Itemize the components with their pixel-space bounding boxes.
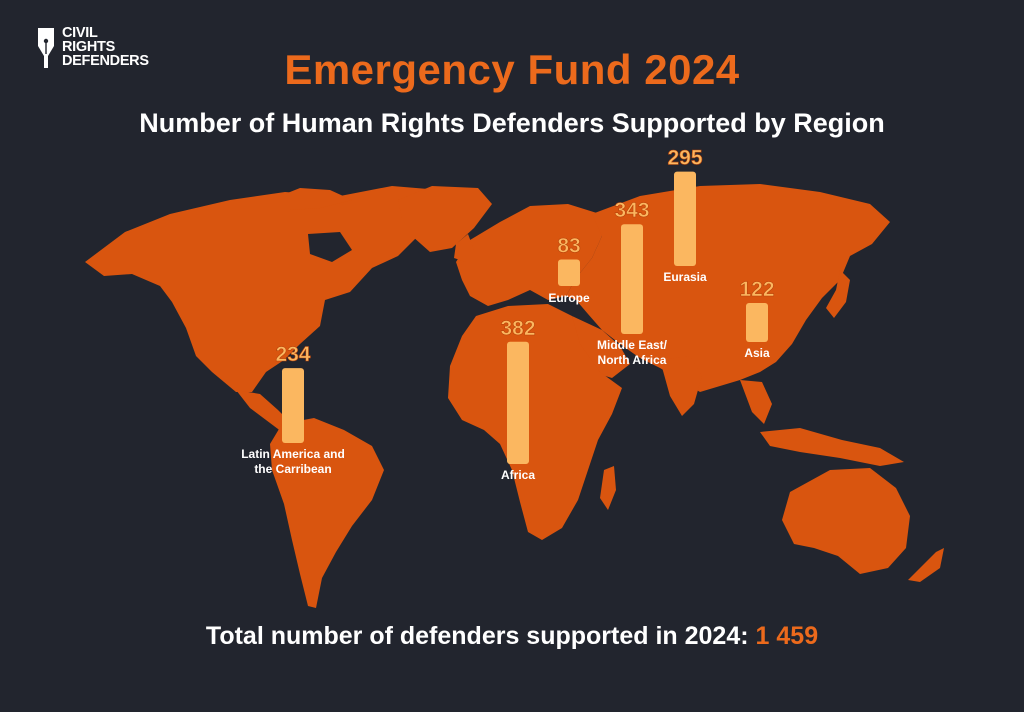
australia-shape	[782, 468, 910, 574]
chart-subtitle: Number of Human Rights Defenders Support…	[139, 108, 885, 138]
category-label: Middle East/North Africa	[597, 338, 668, 367]
value-label: 343	[614, 199, 649, 222]
region-bar-group: 382 Africa	[500, 316, 536, 482]
region-bar-group: 122 Asia	[739, 278, 775, 360]
total-label: Total number of defenders supported in 2…	[205, 622, 749, 650]
region-bar	[674, 171, 696, 266]
se-asia-shape	[740, 380, 772, 424]
total-line: Total number of defenders supported in 2…	[0, 622, 1024, 651]
north-america-shape	[85, 186, 470, 392]
logo-line-3: DEFENDERS	[62, 53, 149, 69]
region-bar-group: 295 Eurasia	[663, 146, 707, 284]
category-label: Eurasia	[663, 270, 707, 284]
value-label: 83	[557, 234, 580, 257]
region-bar	[507, 341, 529, 464]
madagascar-shape	[600, 466, 616, 510]
value-label: 122	[739, 278, 774, 301]
world-map	[85, 184, 944, 608]
logo: CIVIL RIGHTS DEFENDERS	[36, 26, 149, 70]
region-bar-group: 83 Europe	[548, 234, 590, 305]
logo-line-1: CIVIL	[62, 25, 98, 41]
new-zealand-shape	[908, 548, 944, 582]
total-value: 1 459	[755, 622, 819, 650]
africa-shape	[448, 304, 622, 540]
category-label: Asia	[744, 346, 770, 360]
central-america-shape	[236, 390, 292, 432]
region-bar	[746, 302, 768, 342]
uk-shape	[454, 234, 474, 262]
category-label: Europe	[548, 291, 590, 305]
value-label: 382	[500, 317, 535, 340]
asia-shape	[566, 184, 890, 392]
value-label: 295	[667, 147, 702, 170]
region-bar	[621, 224, 643, 334]
south-america-shape	[270, 418, 384, 608]
indonesia-shape	[760, 428, 904, 466]
page-title: Emergency Fund 2024	[284, 46, 740, 93]
region-bar-group: 234 Latin America and the Carribean	[241, 343, 345, 476]
logo-line-2: RIGHTS	[62, 39, 115, 55]
region-bar-group: 343 Middle East/North Africa	[597, 199, 668, 367]
india-shape	[660, 356, 702, 416]
japan-shape	[826, 270, 850, 318]
region-bar	[558, 259, 580, 286]
pen-nib-icon	[38, 28, 54, 68]
greenland-shape	[398, 186, 492, 252]
value-label: 234	[275, 343, 310, 366]
category-label: Latin America and the Carribean	[241, 447, 345, 476]
category-label: Africa	[501, 468, 535, 482]
arctic-islands-shape	[270, 188, 352, 210]
region-bar	[282, 368, 304, 443]
